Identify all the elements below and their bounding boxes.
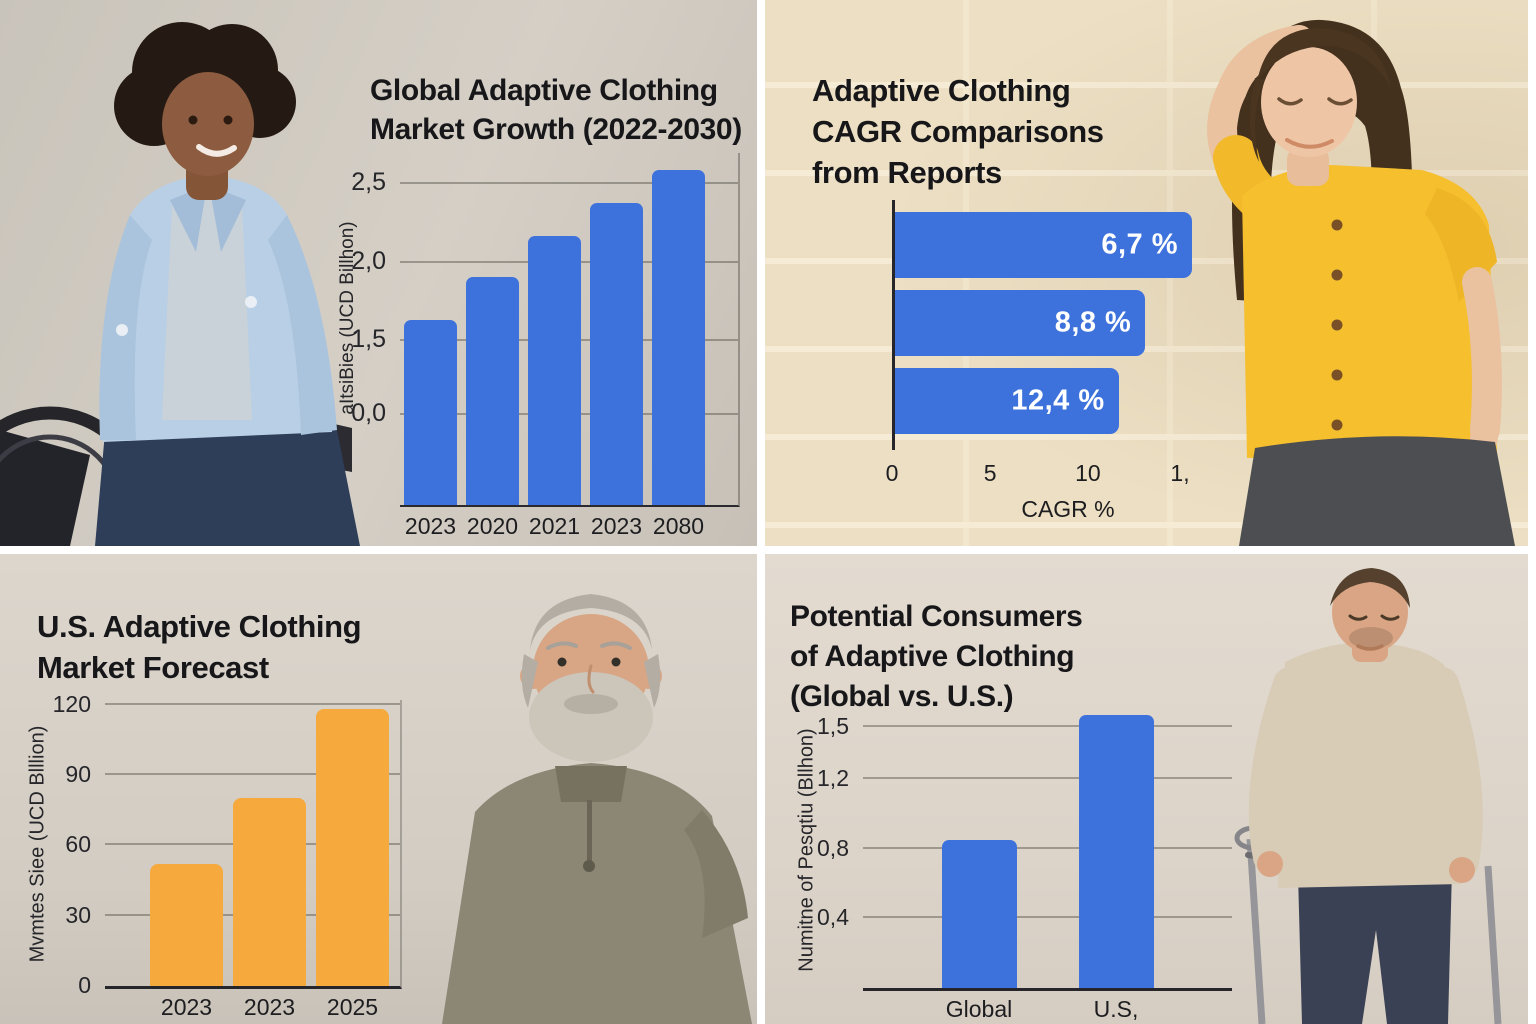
x-axis: Global U.S, (863, 996, 1232, 1023)
x-axis-tick: 2023 (243, 994, 296, 1020)
gridline (863, 846, 1232, 849)
y-axis-tick: 2,0 (351, 246, 386, 275)
bar-value-label: 8,8 % (1054, 306, 1132, 339)
photo-older-man-sweater (442, 594, 752, 1024)
chart-title-cagr: Adaptive Clothing CAGR Comparisons from … (812, 72, 1104, 190)
bar-2020 (466, 276, 519, 505)
photo-man-with-crutches (1234, 568, 1502, 1024)
bar: 6,7 % (895, 212, 1192, 278)
x-axis: 2023 2023 2025 (105, 994, 400, 1021)
photo-woman-in-wheelchair (0, 22, 360, 546)
y-axis-tick: 120 (52, 690, 91, 717)
x-axis: 2023 2020 2021 2023 2080 (400, 513, 738, 540)
panel-us-market-forecast: U.S. Adaptive Clothing Market Forecast M… (0, 554, 757, 1024)
plot-area (400, 153, 738, 505)
bars-row (105, 700, 400, 986)
gridline (400, 182, 738, 185)
bar-2025 (316, 709, 389, 986)
bar-2023 (590, 203, 643, 505)
x-axis-tick: 2020 (466, 513, 519, 539)
y-axis-tick: 60 (65, 831, 91, 858)
bar-2023 (233, 798, 306, 986)
y-axis-tick: 0,8 (817, 834, 849, 861)
y-axis-tick: 1,2 (817, 764, 849, 791)
x-axis-tick: 1, (1170, 460, 1190, 486)
x-axis-tick: 10 (1075, 460, 1101, 486)
y-axis-label: Mvmtes Siee (UCD Blllion) (26, 725, 49, 963)
bars-row (863, 714, 1232, 988)
y-axis-tick: 0,4 (817, 904, 849, 931)
gridline (863, 724, 1232, 727)
bar-value-label: 6,7 % (1101, 228, 1178, 261)
y-axis: 120 90 60 30 0 (21, 691, 91, 998)
bar-Global (941, 839, 1017, 988)
y-axis: 1,5 1,2 0,8 0,4 (779, 713, 849, 988)
bar-2023 (150, 864, 223, 986)
x-axis-tick: 2025 (326, 994, 379, 1020)
bar-2080 (652, 170, 705, 505)
y-axis: 2,5 2,0 1,5 0,0 (316, 153, 386, 505)
panel-cagr-comparisons: Adaptive Clothing CAGR Comparisons from … (765, 0, 1528, 546)
gridline (105, 702, 400, 705)
plot-area: 6,7 % 8,8 % 12,4 % (892, 200, 1192, 450)
gridline (863, 776, 1232, 779)
barh-chart-cagr: 6,7 % 8,8 % 12,4 % 0 5 10 1, CAGR % (886, 200, 1192, 522)
panel-potential-consumers: Potential Consumers of Adaptive Clothing… (765, 554, 1528, 1024)
x-axis-tick: 2023 (590, 513, 643, 539)
chart-title-consumers: Potential Consumers of Adaptive Clothing… (790, 599, 1083, 713)
bar-chart-global-growth: 2,5 2,0 1,5 0,0 2023 2020 2021 2023 2080 (351, 153, 740, 539)
bars-row (400, 153, 738, 505)
bar-chart-consumers: 1,5 1,2 0,8 0,4 Global U.S, (817, 713, 1232, 1022)
panel-global-market-growth: Global Adaptive Clothing Market Growth (… (0, 0, 757, 546)
x-axis-tick: 2023 (404, 513, 457, 539)
y-axis-label: Numitne of Pesqtiu (Bllhon) (795, 728, 818, 972)
y-axis-tick: 1,5 (817, 712, 849, 739)
bar-2023 (404, 320, 457, 505)
y-axis-tick: 0,0 (351, 399, 386, 428)
x-axis-tick: 0 (885, 460, 899, 486)
y-axis-tick: 30 (65, 901, 91, 928)
photo-woman-yellow-shirt (1207, 19, 1515, 546)
y-axis-tick: 0 (78, 972, 91, 998)
x-axis-tick: 2080 (652, 513, 705, 539)
y-axis-tick: 90 (65, 761, 91, 788)
bar-value-label: 12,4 % (1011, 384, 1105, 417)
bar-2021 (528, 235, 581, 505)
x-axis-tick: U.S, (1093, 996, 1139, 1022)
x-axis-label: CAGR % (1021, 496, 1115, 522)
plot-area (863, 714, 1232, 988)
x-axis-tick: 2021 (528, 513, 581, 539)
y-axis-tick: 1,5 (351, 324, 386, 353)
y-axis-label: aItsiBies (UCD Billhon) (337, 221, 358, 415)
chart-title-us-forecast: U.S. Adaptive Clothing Market Forecast (37, 608, 362, 685)
plot-area (105, 700, 400, 986)
bar-U.S, (1078, 714, 1154, 988)
x-axis-tick: 2023 (160, 994, 213, 1020)
bar: 12,4 % (895, 368, 1119, 434)
bar: 8,8 % (895, 290, 1146, 356)
x-axis-tick: 5 (983, 460, 997, 486)
gridline (863, 916, 1232, 919)
bar-chart-us-forecast: 120 90 60 30 0 2023 2023 2025 (53, 691, 402, 1020)
x-axis: 0 5 10 1, (886, 460, 1192, 488)
x-axis-tick: Global (945, 996, 1013, 1022)
y-axis-tick: 2,5 (351, 168, 386, 197)
chart-title-global-growth: Global Adaptive Clothing Market Growth (… (370, 73, 742, 146)
gridline (105, 773, 400, 776)
